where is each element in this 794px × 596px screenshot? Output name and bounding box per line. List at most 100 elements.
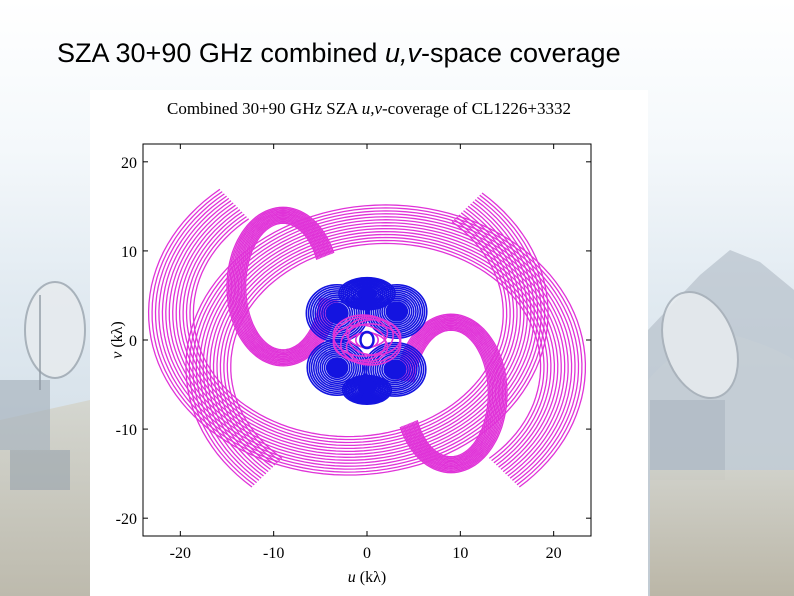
uv-track-30ghz bbox=[352, 284, 382, 303]
uv-track-90ghz bbox=[226, 239, 545, 462]
uv-track-30ghz bbox=[372, 349, 418, 390]
uv-track-30ghz bbox=[309, 288, 365, 339]
x-tick-label: 0 bbox=[363, 545, 371, 562]
x-axis-label-var: u bbox=[348, 569, 356, 586]
chart-title-suffix: -coverage of CL1226+3332 bbox=[382, 99, 571, 118]
uv-track-90ghz bbox=[192, 210, 580, 484]
y-axis-label-var: v bbox=[109, 351, 126, 359]
uv-track-30ghz bbox=[346, 281, 388, 306]
uv-coverage-chart: Combined 30+90 GHz SZA u,v-coverage of C… bbox=[90, 90, 648, 596]
uv-track-90ghz bbox=[178, 209, 518, 450]
uv-track-30ghz bbox=[325, 357, 349, 379]
uv-track-90ghz bbox=[147, 188, 549, 476]
uv-lobe-30ghz bbox=[341, 374, 393, 405]
x-axis-ticks: -20 -10 0 10 20 bbox=[170, 144, 562, 562]
y-tick-label: 0 bbox=[129, 333, 137, 350]
uv-track-90ghz bbox=[410, 327, 492, 460]
uv-track-90ghz bbox=[227, 207, 338, 366]
uv-track-30ghz bbox=[381, 357, 409, 382]
slide-title-prefix: SZA 30+90 GHz combined bbox=[57, 38, 385, 68]
uv-track-30ghz bbox=[316, 294, 358, 333]
uv-lobe-30ghz bbox=[338, 276, 396, 311]
uv-lobe-30ghz bbox=[363, 341, 427, 397]
uv-track-30ghz bbox=[357, 384, 377, 396]
uv-track-30ghz bbox=[354, 382, 380, 398]
uv-track-90ghz bbox=[229, 209, 336, 365]
uv-track-30ghz bbox=[367, 345, 423, 394]
uv-track-30ghz bbox=[355, 383, 378, 397]
chart-figure: Combined 30+90 GHz SZA u,v-coverage of C… bbox=[90, 90, 648, 596]
uv-track-90ghz bbox=[400, 318, 502, 469]
chart-title-uv: u,v bbox=[362, 99, 383, 118]
y-axis-label: v (kλ) bbox=[109, 321, 126, 359]
y-tick-label: -10 bbox=[116, 422, 137, 439]
uv-track-90ghz bbox=[219, 233, 552, 466]
uv-track-30ghz bbox=[315, 347, 360, 389]
uv-track-90ghz bbox=[189, 216, 508, 441]
uv-track-90ghz bbox=[233, 212, 332, 361]
uv-track-30ghz bbox=[347, 377, 387, 402]
uv-track-90ghz bbox=[230, 210, 335, 363]
uv-track-90ghz bbox=[192, 218, 504, 438]
uv-track-90ghz bbox=[399, 317, 504, 470]
uv-track-30ghz bbox=[321, 298, 354, 329]
uv-track-90ghz bbox=[234, 214, 331, 360]
uv-track-30ghz bbox=[350, 283, 384, 304]
uv-track-90ghz bbox=[398, 315, 505, 471]
uv-track-90ghz bbox=[182, 211, 515, 447]
uv-track-30ghz bbox=[338, 276, 396, 311]
uv-track-90ghz bbox=[202, 219, 569, 477]
uv-ring-90ghz bbox=[340, 323, 402, 366]
uv-track-90ghz bbox=[199, 216, 573, 479]
uv-track-90ghz bbox=[209, 225, 562, 473]
uv-track-30ghz bbox=[363, 341, 427, 397]
uv-track-90ghz bbox=[151, 191, 546, 473]
uv-track-90ghz bbox=[226, 206, 339, 367]
uv-track-90ghz bbox=[240, 218, 325, 355]
uv-track-90ghz bbox=[205, 222, 566, 475]
uv-track-90ghz bbox=[223, 236, 549, 464]
y-tick-label: 20 bbox=[121, 155, 137, 172]
uv-track-90ghz bbox=[407, 324, 495, 463]
uv-track-30ghz bbox=[345, 376, 389, 403]
uv-track-90ghz bbox=[185, 213, 511, 444]
x-axis-label-unit: (kλ) bbox=[356, 569, 386, 586]
uv-track-30ghz bbox=[341, 374, 393, 405]
uv-track-90ghz bbox=[245, 222, 321, 351]
uv-center-30ghz bbox=[359, 330, 375, 350]
uv-track-30ghz bbox=[321, 353, 353, 383]
slide-title: SZA 30+90 GHz combined u,v-space coverag… bbox=[57, 38, 621, 69]
uv-track-30ghz bbox=[350, 379, 384, 400]
uv-track-bundle-90ghz bbox=[185, 204, 587, 488]
uv-track-30ghz bbox=[381, 297, 413, 326]
uv-track-30ghz bbox=[325, 302, 349, 325]
uv-track-90ghz bbox=[175, 206, 522, 453]
y-axis-label-unit: (kλ) bbox=[109, 321, 126, 351]
uv-track-30ghz bbox=[372, 289, 422, 334]
y-axis-ticks: 20 10 0 -10 -20 bbox=[116, 155, 591, 528]
uv-lobe-30ghz bbox=[366, 283, 428, 339]
uv-track-30ghz bbox=[348, 378, 386, 401]
uv-track-30ghz bbox=[356, 287, 378, 301]
uv-track-90ghz bbox=[396, 314, 507, 473]
uv-track-90ghz bbox=[216, 230, 556, 468]
uv-track-90ghz bbox=[402, 319, 501, 468]
uv-track-90ghz bbox=[243, 221, 322, 352]
uv-track-90ghz bbox=[405, 322, 498, 465]
y-tick-label: -20 bbox=[116, 511, 137, 528]
uv-track-90ghz bbox=[413, 329, 489, 458]
uv-track-30ghz bbox=[368, 285, 426, 338]
uv-track-30ghz bbox=[323, 355, 351, 381]
uv-track-90ghz bbox=[236, 215, 329, 358]
uv-track-bundle-90ghz bbox=[395, 313, 508, 474]
uv-track-90ghz bbox=[403, 320, 500, 466]
uv-track-90ghz bbox=[406, 323, 497, 464]
x-tick-label: -20 bbox=[170, 545, 191, 562]
x-tick-label: 20 bbox=[546, 545, 562, 562]
x-tick-label: -10 bbox=[263, 545, 284, 562]
uv-track-90ghz bbox=[195, 213, 576, 481]
uv-track-30ghz bbox=[383, 299, 411, 324]
chart-title: Combined 30+90 GHz SZA u,v-coverage of C… bbox=[167, 99, 571, 118]
x-axis-label: u (kλ) bbox=[348, 569, 386, 586]
uv-track-90ghz bbox=[172, 204, 525, 455]
